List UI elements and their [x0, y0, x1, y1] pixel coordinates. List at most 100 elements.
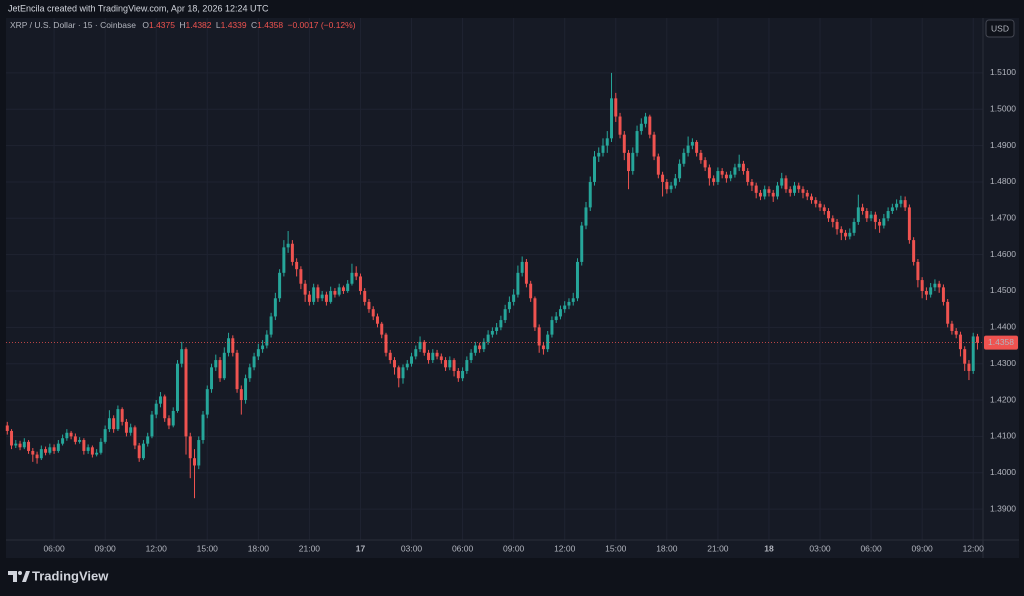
- candle-body: [461, 370, 465, 379]
- candle-body: [707, 167, 711, 179]
- candle-body: [763, 189, 767, 197]
- candle-body: [499, 320, 503, 328]
- candle-body: [48, 447, 52, 453]
- candle-body: [801, 189, 805, 193]
- candle-body: [439, 356, 443, 361]
- candle-body: [384, 334, 388, 353]
- candle-body: [554, 316, 558, 321]
- candle-body: [333, 290, 337, 295]
- candle-body: [180, 349, 184, 364]
- x-tick-label: 06:00: [860, 543, 882, 553]
- candle-body: [256, 349, 260, 357]
- candle-body: [163, 396, 167, 419]
- x-tick-label: 18:00: [656, 543, 678, 553]
- candle-body: [401, 367, 405, 379]
- candle-body: [295, 261, 299, 270]
- candle-body: [427, 352, 431, 361]
- candle-body: [5, 425, 9, 431]
- x-tick-label: 12:00: [554, 543, 576, 553]
- ohlc-letter: O: [142, 20, 149, 30]
- candle-body: [269, 316, 273, 335]
- ohlc-letter: H: [179, 20, 185, 30]
- candle-body: [371, 309, 375, 317]
- candle-body: [210, 367, 214, 390]
- candle-body: [303, 283, 307, 295]
- candle-body: [99, 441, 103, 453]
- candle-body: [656, 156, 660, 175]
- candle-body: [899, 200, 903, 204]
- currency-button[interactable]: [985, 19, 1015, 38]
- candle-body: [861, 207, 865, 212]
- candle-body: [324, 294, 328, 302]
- x-tick-label: 06:00: [43, 543, 65, 553]
- candle-body: [218, 360, 222, 379]
- candle-body: [69, 432, 73, 437]
- candle-body: [950, 323, 954, 331]
- candle-body: [793, 185, 796, 193]
- credit: JetEncila created with TradingView.com, …: [8, 3, 269, 13]
- candle-body: [588, 181, 592, 208]
- x-tick-label: 12:00: [146, 543, 168, 553]
- logo-dot: [18, 571, 22, 575]
- candle-body: [27, 441, 31, 451]
- candle-body: [869, 214, 873, 219]
- candle-body: [822, 207, 826, 212]
- candle-body: [818, 203, 822, 208]
- candle-body: [116, 409, 120, 430]
- candle-body: [265, 334, 269, 346]
- candle-body: [533, 298, 537, 328]
- candle-body: [414, 349, 418, 357]
- candle-body: [61, 438, 65, 444]
- candle-body: [158, 396, 162, 404]
- y-tick-label: 1.4000: [990, 467, 1016, 477]
- currency[interactable]: USD: [991, 23, 1009, 33]
- candle-body: [703, 160, 707, 168]
- candle-body: [227, 338, 231, 353]
- y-tick-label: 1.5000: [990, 103, 1016, 113]
- candle-body: [346, 283, 350, 291]
- candle-body: [248, 367, 252, 379]
- candle-body: [448, 360, 452, 368]
- candle-body: [941, 287, 945, 302]
- candle-body: [397, 367, 401, 379]
- logo-mark: [8, 571, 17, 582]
- candle-body: [261, 345, 265, 350]
- y-tick-label: 1.4300: [990, 358, 1016, 368]
- x-tick-label: 12:00: [963, 543, 985, 553]
- candle-body: [571, 298, 575, 302]
- x-tick-label: 15:00: [605, 543, 627, 553]
- x-tick-label: 09:00: [912, 543, 934, 553]
- candle-body: [618, 116, 622, 135]
- candle-body: [929, 287, 933, 295]
- price-label-box: [984, 335, 1018, 350]
- x-tick-label: 03:00: [809, 543, 831, 553]
- y-tick-label: 1.4700: [990, 213, 1016, 223]
- candle-body: [916, 261, 920, 281]
- candle-body: [516, 272, 520, 295]
- candle-body: [278, 272, 282, 299]
- x-tick-label: 09:00: [95, 543, 117, 553]
- candle-body: [924, 290, 928, 295]
- candle-body: [482, 341, 486, 350]
- candle-body: [312, 287, 316, 302]
- candle-body: [695, 141, 699, 153]
- candle-body: [337, 287, 341, 295]
- candle-body: [490, 330, 494, 335]
- candle-body: [775, 185, 779, 197]
- candle-body: [410, 356, 414, 364]
- brand-logo: TradingView: [8, 568, 109, 583]
- candle-body: [873, 214, 877, 222]
- y-tick-label: 1.4800: [990, 176, 1016, 186]
- candle-body: [635, 131, 639, 153]
- candle-body: [503, 309, 507, 321]
- candle-body: [201, 414, 205, 441]
- candle-body: [405, 363, 409, 368]
- candle-body: [235, 352, 239, 390]
- candle-body: [946, 301, 950, 324]
- candle-body: [133, 427, 137, 446]
- candle-body: [82, 440, 86, 451]
- candle-body: [673, 178, 677, 186]
- candle-body: [733, 167, 737, 175]
- candle-body: [380, 323, 384, 335]
- price-label: 1.4358: [988, 337, 1014, 347]
